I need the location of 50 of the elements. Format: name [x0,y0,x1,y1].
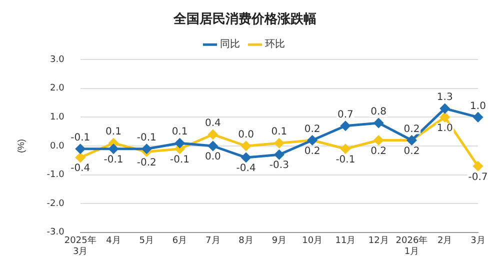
y-tick-label: -1.0 [46,170,65,180]
data-label: -0.2 [136,157,156,168]
data-label: 1.0 [436,122,453,134]
data-label: -0.1 [70,132,90,144]
data-label: 0.1 [271,126,288,138]
data-label: 0.1 [172,126,188,138]
y-tick-label: 0.0 [50,141,65,152]
y-tick-label: -2.0 [46,198,65,209]
data-label: -0.4 [236,163,256,174]
data-label: 1.0 [470,100,486,112]
data-label: -0.3 [269,160,289,172]
x-tick-label: 8月 [238,236,254,246]
data-label: 0.2 [304,124,320,135]
data-label: -0.7 [468,172,488,183]
data-label: -0.1 [136,132,156,144]
data-label: 1.3 [436,92,453,104]
x-tick-label: 3月 [470,236,486,246]
y-tick-label: 2.0 [50,84,65,94]
data-label: 0.1 [106,126,122,138]
x-tick-label: 9月 [272,236,287,246]
data-label: 0.0 [238,130,254,141]
data-label: 0.4 [204,118,221,130]
data-label: -0.1 [104,154,124,166]
y-tick-label: 1.0 [50,112,65,123]
data-label: -0.4 [70,163,90,174]
x-tick-label: 5月 [139,236,154,246]
y-tick-label: 3.0 [50,54,65,65]
x-tick-label: 2月 [437,236,452,246]
x-tick-label: 10月 [302,236,323,246]
legend-label: 同比 [220,38,240,50]
data-label: 0.2 [304,146,320,157]
x-tick-label: 4月 [106,236,121,246]
x-tick-label: 2026年 1月 [396,235,428,257]
x-tick-label: 12月 [368,236,389,246]
legend-label: 环比 [265,38,285,50]
x-tick-label: 11月 [335,236,356,246]
data-label: 0.0 [204,152,221,163]
data-label: -0.1 [336,154,356,166]
x-tick-label: 7月 [206,236,220,246]
y-tick-label: -3.0 [46,228,65,238]
y-axis-title: (%) [16,139,26,153]
data-label: 0.2 [370,146,387,157]
data-label: 0.7 [338,109,354,120]
data-label: 0.8 [370,106,387,118]
chart-title: 全国居民消费价格涨跌幅 [172,12,316,28]
x-tick-label: 6月 [172,236,188,246]
data-label: 0.2 [404,124,420,135]
data-label: -0.1 [170,154,190,166]
x-tick-label: 2025年 3月 [64,235,96,257]
data-label: 0.2 [404,146,420,157]
